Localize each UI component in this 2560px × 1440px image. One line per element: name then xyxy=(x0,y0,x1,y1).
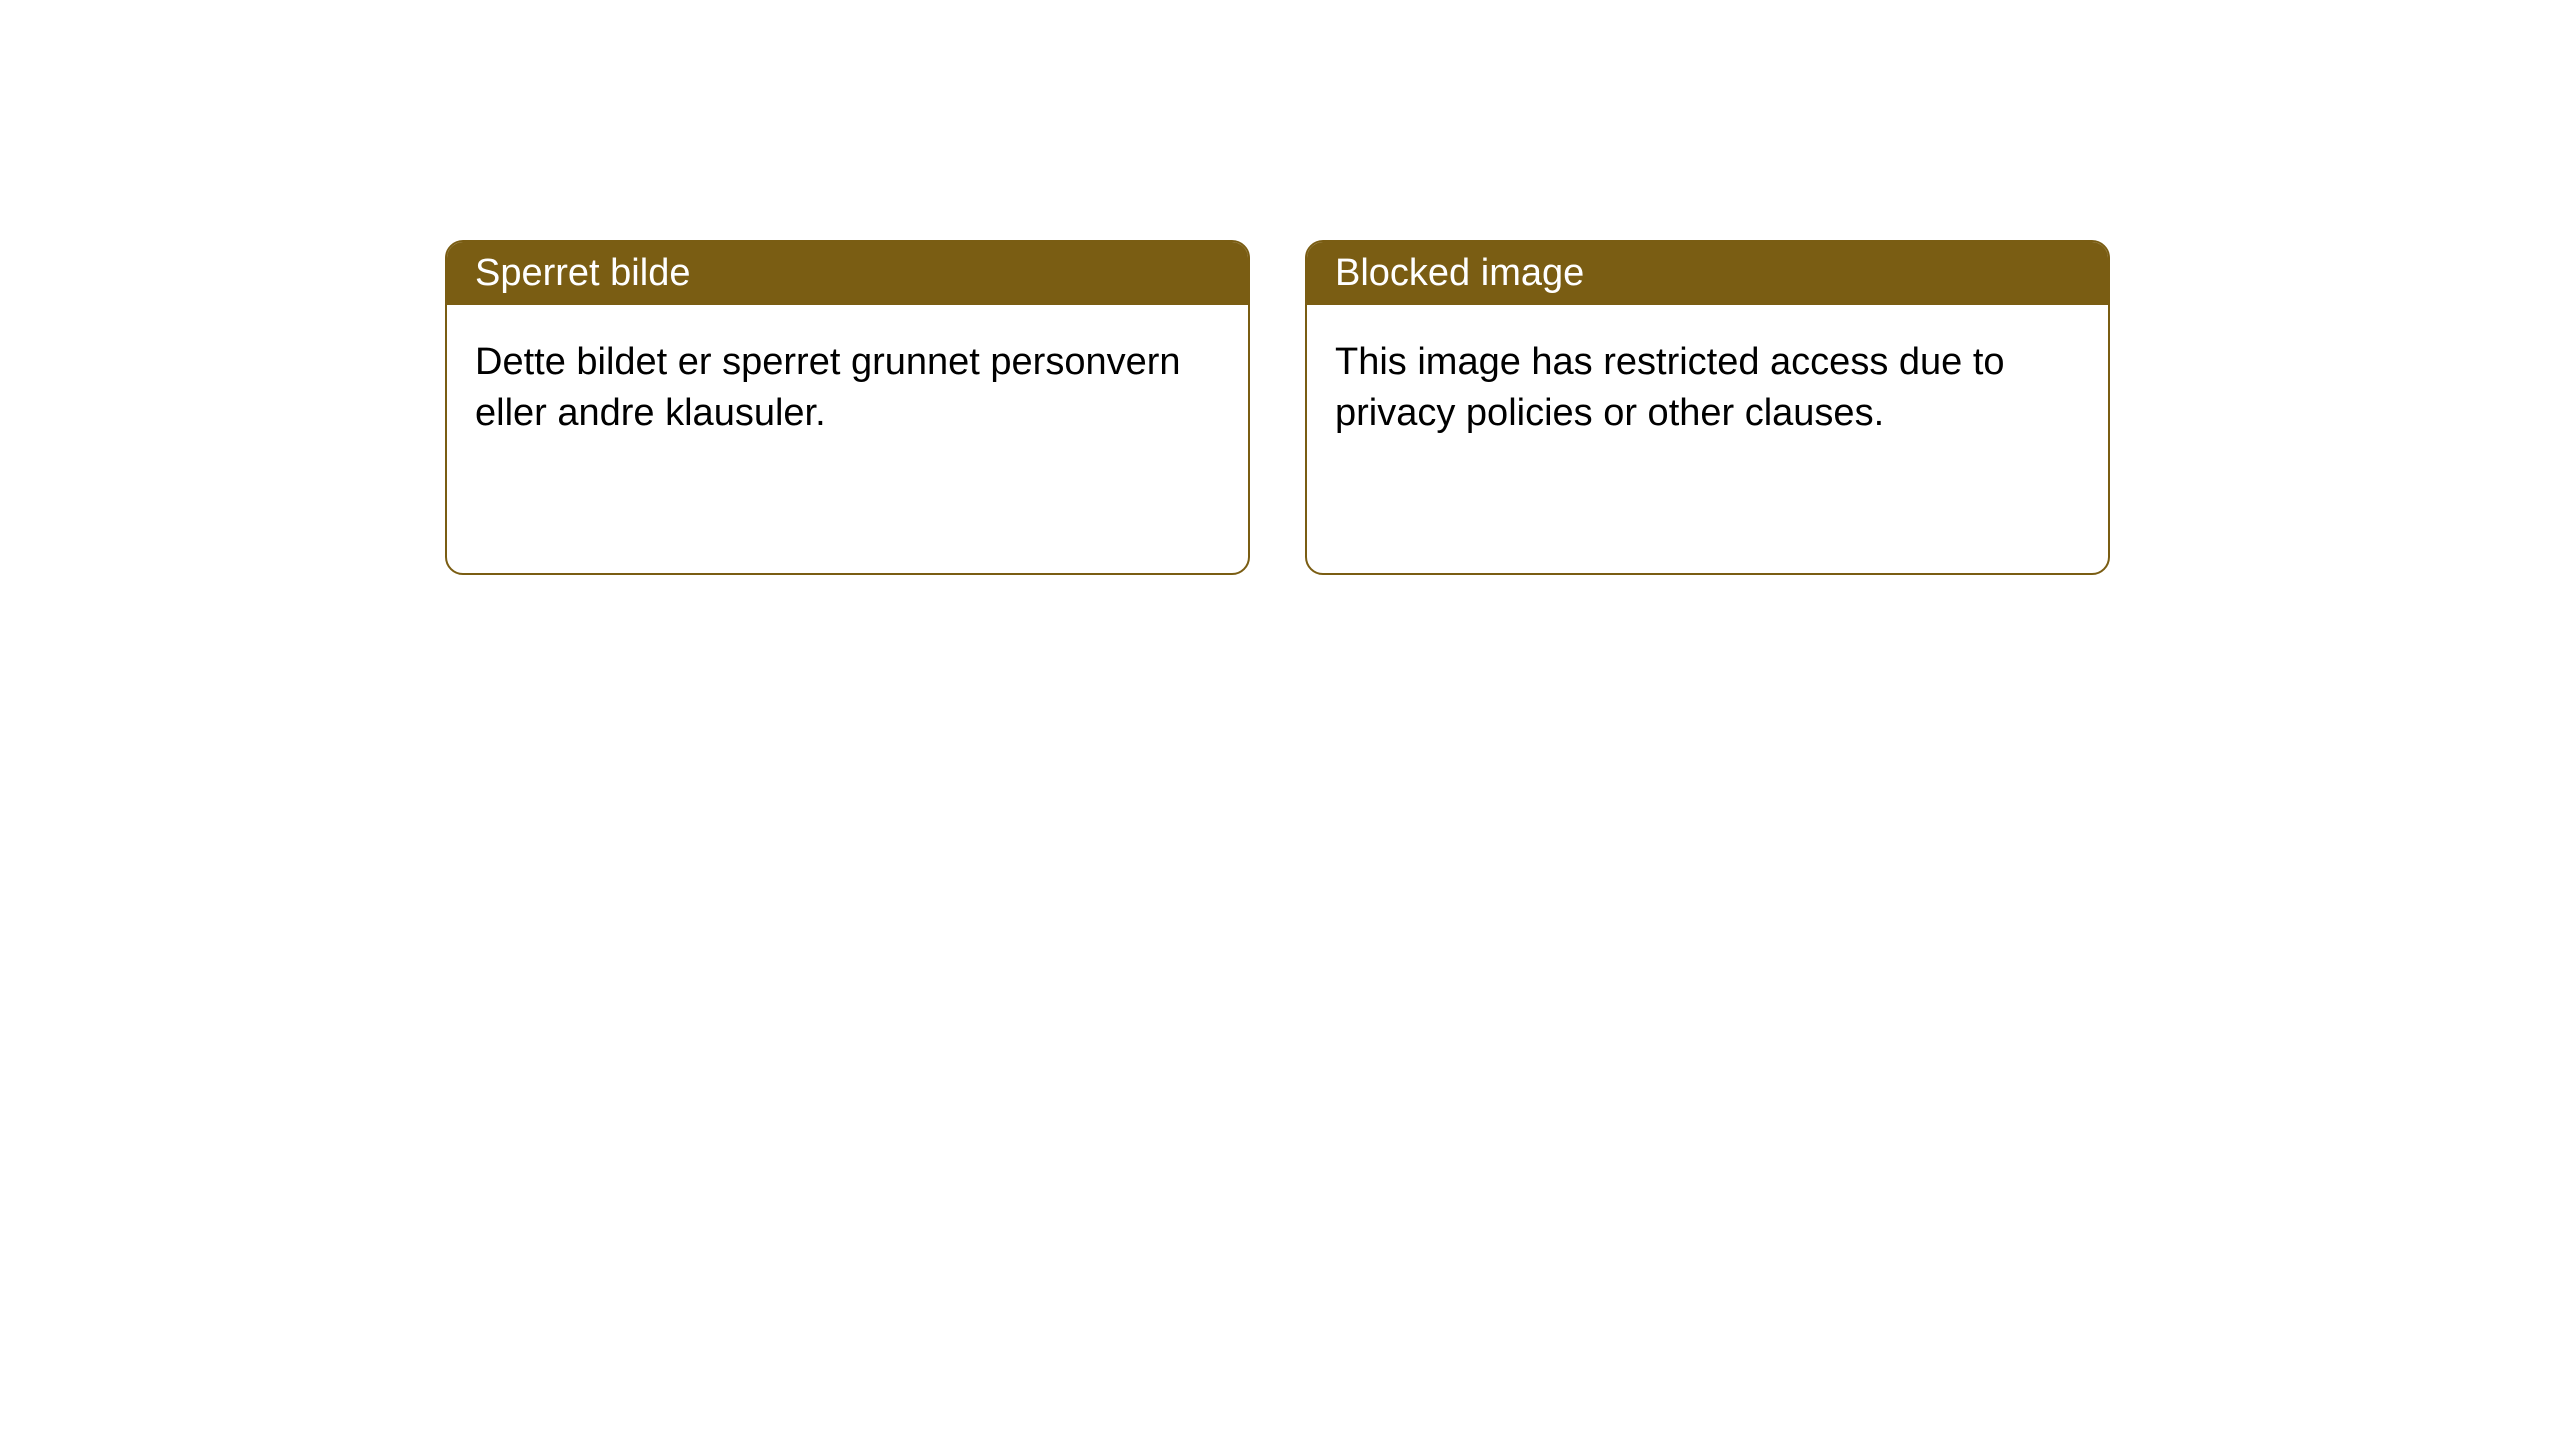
notice-card-norwegian: Sperret bilde Dette bildet er sperret gr… xyxy=(445,240,1250,575)
card-header: Sperret bilde xyxy=(447,242,1248,305)
card-header: Blocked image xyxy=(1307,242,2108,305)
notice-container: Sperret bilde Dette bildet er sperret gr… xyxy=(0,0,2560,575)
card-title: Blocked image xyxy=(1335,252,1584,294)
notice-card-english: Blocked image This image has restricted … xyxy=(1305,240,2110,575)
card-title: Sperret bilde xyxy=(475,252,690,294)
card-body-text: This image has restricted access due to … xyxy=(1335,341,2005,434)
card-body: This image has restricted access due to … xyxy=(1307,305,2108,472)
card-body-text: Dette bildet er sperret grunnet personve… xyxy=(475,341,1181,434)
card-body: Dette bildet er sperret grunnet personve… xyxy=(447,305,1248,472)
